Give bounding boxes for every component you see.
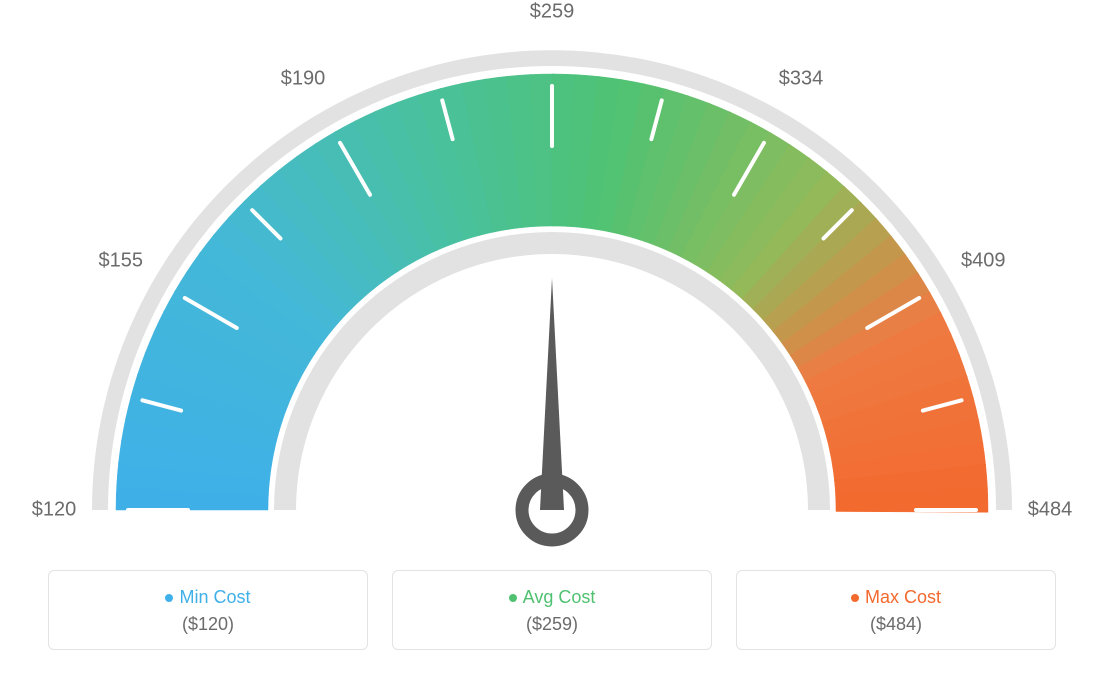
gauge-tick-label: $120 — [32, 499, 77, 522]
legend-min-dot — [165, 594, 173, 602]
legend-max-value: ($484) — [737, 614, 1055, 635]
gauge-tick-label: $259 — [530, 1, 575, 24]
gauge-tick-label: $334 — [779, 67, 824, 90]
gauge-tick-label: $155 — [98, 250, 143, 273]
legend-min-value: ($120) — [49, 614, 367, 635]
legend-min-label: Min Cost — [179, 587, 250, 607]
legend-max-dot — [851, 594, 859, 602]
gauge-chart: $120 $155 $190 $259 $334 $409 $484 — [0, 0, 1104, 560]
legend-avg-label: Avg Cost — [523, 587, 596, 607]
legend-min-title: Min Cost — [49, 587, 367, 608]
gauge-tick-label: $409 — [961, 250, 1006, 273]
gauge-tick-label: $484 — [1028, 499, 1073, 522]
legend-avg-dot — [509, 594, 517, 602]
legend-max-title: Max Cost — [737, 587, 1055, 608]
legend-max-label: Max Cost — [865, 587, 941, 607]
gauge-svg — [0, 30, 1104, 590]
legend-avg-value: ($259) — [393, 614, 711, 635]
gauge-tick-label: $190 — [281, 67, 326, 90]
legend-avg-title: Avg Cost — [393, 587, 711, 608]
